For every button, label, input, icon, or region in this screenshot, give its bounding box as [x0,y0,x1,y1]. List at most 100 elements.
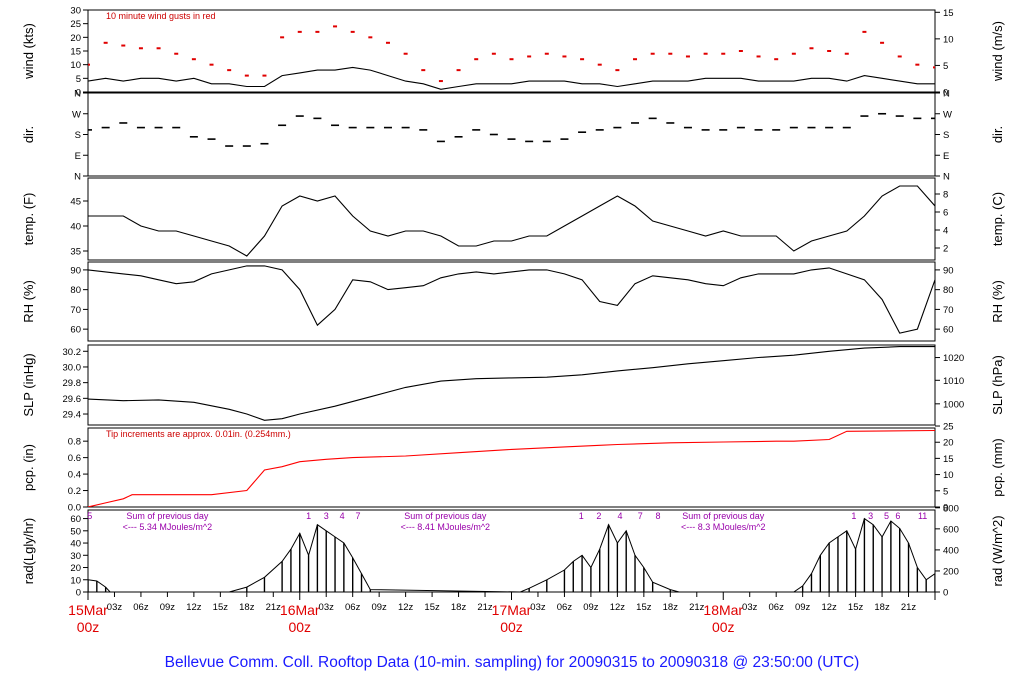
direction-point [101,126,110,129]
gust-point [88,63,90,66]
time-tick-label: 12z [186,602,202,613]
left-tick-label: 45 [70,197,81,208]
ylabel-right: RH (%) [990,280,1005,323]
left-tick-label: 50 [70,526,81,537]
plot-area [88,265,935,334]
peak-hour-label: 4 [618,511,623,521]
direction-point [578,131,587,133]
right-tick-label: S [943,130,949,141]
slp-line [88,346,935,421]
wind-line [88,66,935,90]
left-tick-label: 20 [70,563,81,574]
direction-point [825,126,834,129]
direction-point [560,138,569,140]
day-hour-label: 00z [288,619,311,635]
gust-point [756,55,761,58]
panel-temp: 35 40 45 2 4 6 8 temp. (F) temp. (C) [21,177,1005,261]
right-tick-label: 5 [943,486,948,497]
left-tick-label: 30 [70,6,81,17]
direction-point [595,129,604,131]
left-tick-label: 29.6 [63,394,82,405]
direction-point [119,122,128,124]
gust-point [615,69,620,72]
direction-point [419,129,428,131]
gust-point [262,74,267,77]
right-tick-label: 20 [943,438,954,449]
gust-point [933,66,935,69]
panel-annotation: Tip increments are approx. 0.01in. (0.25… [106,429,291,439]
gust-point [103,41,108,44]
left-tick-label: 70 [70,305,81,316]
peak-hour-label: 2 [596,511,601,521]
direction-point [242,145,251,147]
direction-point [331,124,340,127]
gust-point [368,36,373,39]
direction-point [525,140,534,143]
panel-frame [87,427,936,508]
time-tick-label: 09z [583,602,599,613]
time-tick-label: 12z [610,602,626,613]
direction-point [507,138,516,140]
gust-point [174,52,179,55]
direction-point [878,112,887,115]
direction-point [189,136,198,138]
gust-point [897,55,902,58]
direction-point [931,117,935,120]
left-tick-label: 0.2 [68,486,81,497]
right-tick-label: 200 [943,566,959,577]
day-label: 16Mar [280,602,320,618]
left-tick-label: N [74,172,81,183]
time-tick-label: 21z [901,602,917,613]
peak-hour-label: 11 [918,511,927,521]
gust-point [809,47,814,50]
ylabel-right: SLP (hPa) [990,355,1005,415]
time-tick-label: 15z [848,602,864,613]
time-tick-label: 15z [213,602,229,613]
daily-sum-line2: <--- 8.3 MJoules/m^2 [681,522,766,532]
gust-point [774,58,779,61]
left-tick-label: 30.2 [63,347,82,358]
left-tick-label: E [75,151,81,162]
peak-hour-label: 3 [868,511,873,521]
right-tick-label: 0 [943,88,948,99]
gust-point [138,47,143,50]
direction-point [701,129,710,131]
gust-point [421,69,426,72]
time-tick-label: 12z [398,602,414,613]
time-tick-label: 09z [795,602,811,613]
plot-area [88,25,935,90]
gust-point [244,74,249,77]
direction-point [154,126,163,129]
gust-point [791,52,796,55]
ylabel-left: wind (kts) [21,23,36,80]
peak-hour-label: 7 [355,511,360,521]
panel-frame [87,509,936,593]
time-tick-label: 21z [689,602,705,613]
left-tick-label: 60 [70,514,81,525]
peak-hour-label: 5 [87,511,92,521]
ylabel-left: rad(Lgly/hr) [21,518,36,584]
right-tick-label: N [943,172,950,183]
left-tick-label: 10 [70,60,81,71]
gust-point [438,80,443,83]
left-tick-label: 0 [76,588,81,599]
time-tick-label: 09z [160,602,176,613]
panel-frame [87,92,936,177]
gust-point [580,58,585,61]
ylabel-left: dir. [21,126,36,143]
gust-point [385,41,390,44]
plot-area [88,346,935,421]
day-label: 15Mar [68,602,108,618]
direction-point [454,136,463,138]
time-tick-label: 12z [821,602,837,613]
direction-point [436,140,445,143]
gust-point [544,52,549,55]
day-hour-label: 00z [712,619,735,635]
time-tick-label: 18z [663,602,679,613]
rh-line [88,265,935,334]
day-label: 17Mar [492,602,532,618]
direction-point [489,133,498,136]
panel-frame [87,344,936,426]
